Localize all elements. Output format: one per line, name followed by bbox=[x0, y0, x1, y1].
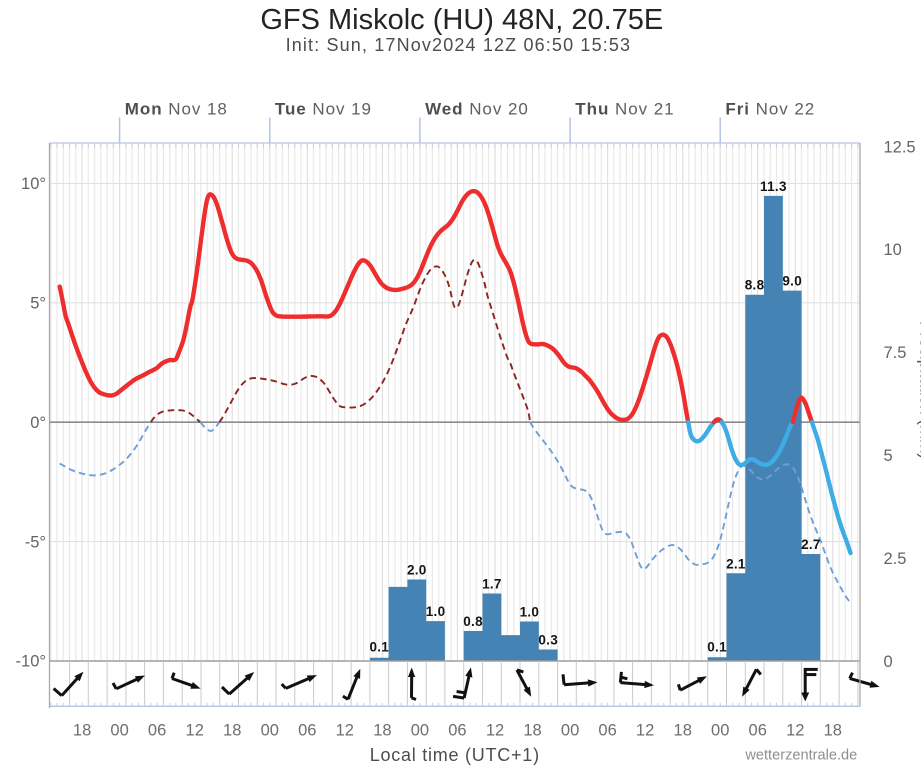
svg-text:Precipitation (mm): Precipitation (mm) bbox=[916, 321, 921, 459]
svg-text:18: 18 bbox=[373, 722, 391, 740]
svg-text:12: 12 bbox=[336, 722, 354, 740]
svg-text:GFS Miskolc (HU) 48N, 20.75E: GFS Miskolc (HU) 48N, 20.75E bbox=[260, 4, 663, 36]
svg-text:10: 10 bbox=[884, 241, 902, 259]
svg-text:00: 00 bbox=[261, 722, 279, 740]
svg-text:06: 06 bbox=[598, 722, 616, 740]
svg-text:-10°: -10° bbox=[16, 653, 46, 671]
svg-text:00: 00 bbox=[561, 722, 579, 740]
svg-text:0: 0 bbox=[884, 653, 893, 671]
svg-text:5°: 5° bbox=[30, 295, 46, 313]
svg-text:2.0: 2.0 bbox=[407, 563, 427, 578]
svg-text:Wed Nov 20: Wed Nov 20 bbox=[425, 99, 529, 118]
svg-text:06: 06 bbox=[448, 722, 466, 740]
svg-text:12.5: 12.5 bbox=[884, 138, 916, 156]
svg-text:00: 00 bbox=[411, 722, 429, 740]
svg-text:Tue Nov 19: Tue Nov 19 bbox=[275, 99, 372, 118]
svg-text:2.5: 2.5 bbox=[884, 550, 907, 568]
svg-text:06: 06 bbox=[148, 722, 166, 740]
svg-text:Init: Sun, 17Nov2024 12Z 06:50: Init: Sun, 17Nov2024 12Z 06:50 15:53 bbox=[286, 35, 632, 55]
svg-text:2.1: 2.1 bbox=[726, 556, 746, 571]
svg-text:00: 00 bbox=[110, 722, 128, 740]
svg-text:0.8: 0.8 bbox=[463, 614, 483, 629]
svg-text:Thu Nov 21: Thu Nov 21 bbox=[575, 99, 674, 118]
svg-text:9.0: 9.0 bbox=[782, 274, 802, 289]
svg-text:18: 18 bbox=[674, 722, 692, 740]
svg-text:11.3: 11.3 bbox=[760, 179, 787, 194]
svg-text:1.0: 1.0 bbox=[426, 604, 446, 619]
svg-text:00: 00 bbox=[711, 722, 729, 740]
svg-text:12: 12 bbox=[786, 722, 804, 740]
svg-text:0.1: 0.1 bbox=[369, 640, 389, 655]
svg-text:Fri Nov 22: Fri Nov 22 bbox=[725, 99, 815, 118]
svg-text:18: 18 bbox=[824, 722, 842, 740]
svg-text:12: 12 bbox=[486, 722, 504, 740]
svg-text:06: 06 bbox=[298, 722, 316, 740]
svg-text:10°: 10° bbox=[21, 175, 46, 193]
svg-text:1.0: 1.0 bbox=[520, 605, 540, 620]
svg-text:2.7: 2.7 bbox=[801, 537, 821, 552]
svg-text:18: 18 bbox=[523, 722, 541, 740]
svg-text:12: 12 bbox=[186, 722, 204, 740]
svg-text:1.7: 1.7 bbox=[482, 577, 502, 592]
svg-text:06: 06 bbox=[749, 722, 767, 740]
svg-text:5: 5 bbox=[884, 447, 893, 465]
svg-text:wetterzentrale.de: wetterzentrale.de bbox=[744, 748, 857, 764]
svg-text:18: 18 bbox=[73, 722, 91, 740]
svg-text:12: 12 bbox=[636, 722, 654, 740]
svg-text:0.3: 0.3 bbox=[538, 633, 558, 648]
svg-text:18: 18 bbox=[223, 722, 241, 740]
svg-text:7.5: 7.5 bbox=[884, 344, 907, 362]
svg-text:0.1: 0.1 bbox=[707, 639, 727, 654]
svg-text:8.8: 8.8 bbox=[745, 278, 765, 293]
svg-text:Mon Nov 18: Mon Nov 18 bbox=[125, 99, 228, 118]
svg-text:-5°: -5° bbox=[25, 533, 46, 551]
svg-text:Local time (UTC+1): Local time (UTC+1) bbox=[370, 745, 540, 765]
svg-text:0°: 0° bbox=[30, 414, 46, 432]
